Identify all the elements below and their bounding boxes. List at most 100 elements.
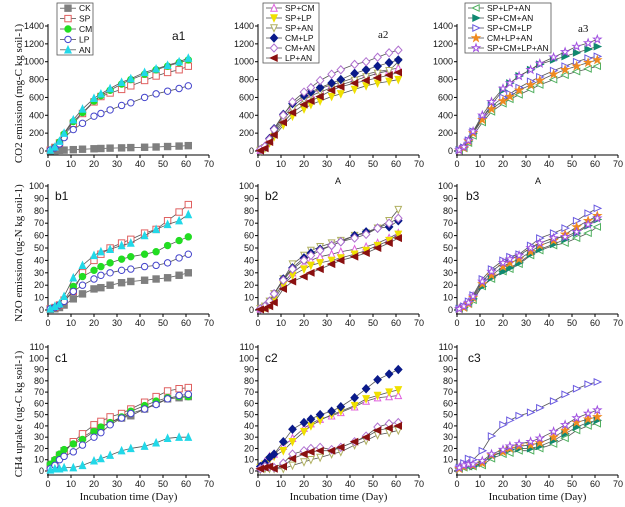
- data-point: [117, 266, 126, 275]
- data-point: [299, 272, 308, 281]
- y-tick-label: 50: [244, 243, 254, 253]
- data-point: [163, 274, 172, 282]
- data-point: [106, 421, 114, 429]
- x-tick-label: 70: [204, 159, 214, 169]
- data-point: [69, 448, 78, 456]
- data-point: [306, 268, 315, 277]
- data-point: [96, 246, 105, 256]
- panel-c2: 0 10 20 30 40 50 60 700102030405060708090100110…: [239, 342, 424, 503]
- y-tick-label: 50: [34, 410, 44, 420]
- data-point: [163, 387, 172, 395]
- legend-marker: [64, 25, 72, 33]
- data-point: [513, 84, 525, 95]
- data-point: [335, 256, 345, 265]
- data-point: [117, 144, 126, 152]
- data-point: [90, 433, 98, 441]
- x-tick-label: 50: [368, 159, 378, 169]
- y-tick-label: 800: [29, 75, 44, 85]
- data-point: [264, 302, 274, 311]
- data-point: [90, 455, 98, 465]
- data-point: [477, 455, 488, 466]
- data-point: [96, 453, 105, 463]
- data-point: [288, 437, 297, 447]
- data-point: [184, 432, 193, 441]
- y-tick-label: 0: [39, 146, 44, 156]
- data-point: [127, 99, 135, 107]
- x-tick-label: 20: [498, 159, 508, 169]
- data-point: [373, 391, 382, 401]
- y-tick-label: 600: [29, 92, 44, 102]
- data-point: [78, 460, 87, 470]
- y-tick-label: 50: [34, 243, 44, 253]
- data-point: [60, 146, 68, 154]
- data-point: [184, 53, 193, 62]
- data-point: [582, 218, 594, 229]
- data-point: [55, 136, 64, 145]
- y-tick-label: 40: [244, 255, 254, 265]
- data-point: [287, 454, 297, 463]
- data-point: [78, 145, 87, 153]
- data-point: [584, 45, 593, 54]
- y-tick-label: 80: [443, 206, 453, 216]
- y-tick-label: 60: [443, 398, 453, 408]
- data-point: [549, 397, 559, 406]
- data-point: [393, 68, 402, 77]
- data-point: [184, 269, 193, 277]
- data-point: [175, 208, 183, 216]
- x-tick-label: 30: [112, 318, 122, 328]
- series-lp: [46, 82, 193, 154]
- data-point: [326, 260, 336, 269]
- data-point: [78, 281, 87, 289]
- data-point: [306, 447, 315, 456]
- data-point: [513, 438, 525, 449]
- data-point: [184, 62, 193, 70]
- x-tick-label: 40: [345, 159, 355, 169]
- y-tick-label: 30: [34, 432, 44, 442]
- data-point: [152, 90, 160, 98]
- panel-label: c1: [55, 351, 68, 365]
- data-point: [499, 267, 508, 276]
- data-point: [506, 263, 515, 272]
- data-point: [361, 76, 370, 85]
- data-point: [306, 97, 315, 105]
- y-tick-label: 10: [244, 455, 254, 465]
- data-point: [315, 92, 324, 101]
- data-point: [306, 82, 316, 93]
- x-tick-label: 40: [135, 159, 145, 169]
- data-point: [592, 62, 601, 71]
- series-sp-cm-an: [455, 42, 603, 155]
- legend-label: CM+LP+AN: [487, 33, 532, 43]
- data-point: [127, 143, 135, 152]
- data-point: [486, 96, 497, 107]
- data-point: [299, 255, 309, 266]
- data-point: [373, 52, 382, 62]
- data-point: [117, 279, 126, 287]
- data-point: [513, 70, 525, 81]
- x-tick-label: 70: [414, 318, 424, 328]
- data-point: [561, 390, 570, 399]
- y-tick-label: 10: [34, 293, 44, 303]
- x-tick-label: 70: [613, 479, 623, 489]
- series-line: [459, 59, 598, 151]
- x-tick-label: 20: [498, 318, 508, 328]
- legend-marker: [470, 42, 482, 53]
- data-point: [384, 48, 394, 58]
- data-point: [350, 59, 359, 70]
- legend-marker: [472, 14, 481, 22]
- data-point: [467, 125, 479, 136]
- data-point: [184, 200, 193, 209]
- x-tick-label: 60: [391, 479, 401, 489]
- data-point: [548, 431, 559, 442]
- data-point: [152, 248, 160, 256]
- data-point: [593, 377, 603, 386]
- data-point: [90, 421, 98, 429]
- series-lp-an: [255, 421, 402, 473]
- data-point: [126, 238, 135, 247]
- y-tick-label: 60: [443, 231, 453, 241]
- y-tick-label: 40: [34, 421, 44, 431]
- data-point: [117, 255, 126, 263]
- data-point: [278, 110, 288, 121]
- data-point: [126, 443, 135, 453]
- data-point: [288, 97, 297, 107]
- y-tick-label: 80: [34, 206, 44, 216]
